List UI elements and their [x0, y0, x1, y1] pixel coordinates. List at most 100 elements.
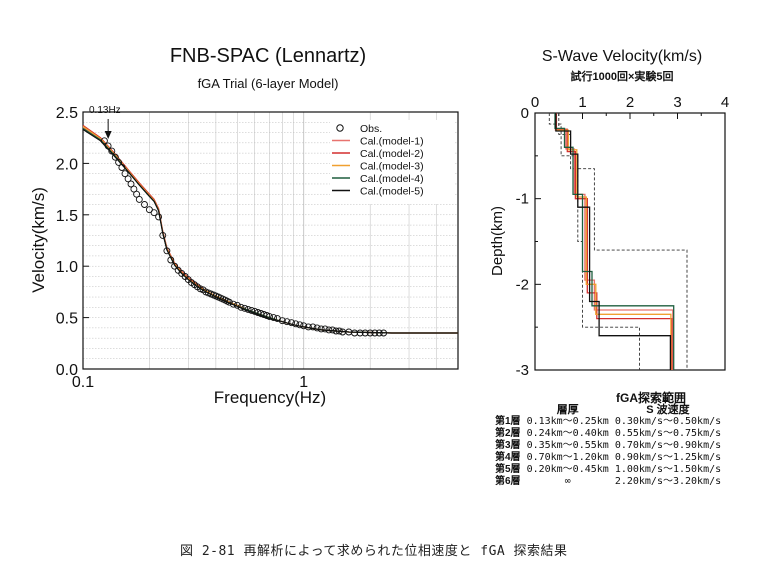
legend-label: Cal.(model-1): [360, 136, 424, 148]
observed-point: [351, 329, 359, 337]
annotation-arrow-head: [104, 131, 112, 139]
velocity-cell: 0.90km/s〜1.25km/s: [614, 452, 722, 463]
annotation-label: 0.13Hz: [89, 105, 121, 116]
observed-point: [317, 325, 325, 333]
layer-cell: 第3層: [495, 440, 521, 451]
observed-point: [300, 322, 308, 330]
velocity-profile: [555, 113, 672, 370]
observed-point: [127, 180, 135, 188]
right-chart-title: S-Wave Velocity(km/s): [542, 48, 702, 65]
search-bound-line: [558, 113, 688, 370]
observed-point: [283, 318, 291, 326]
observed-point: [270, 314, 278, 322]
observed-point: [100, 137, 108, 145]
velocity-column-header: S 波速度: [646, 404, 690, 416]
observed-point: [111, 153, 119, 161]
velocity-profile: [555, 113, 672, 370]
legend-obs-label: Obs.: [360, 123, 382, 135]
legend-obs-marker: [336, 124, 344, 132]
left-y-tick-label: 0.5: [56, 311, 78, 328]
right-ticks: 0 1 2 3 4 0 -1 -2 -3: [516, 94, 730, 379]
right-y-tick-label: 0: [521, 105, 529, 122]
right-chart-subtitle: 試行1000回×実験5回: [570, 69, 673, 83]
observed-point: [371, 329, 379, 337]
observed-point: [141, 201, 148, 208]
observed-point: [225, 298, 233, 306]
left-x-tick-label: 0.1: [72, 374, 94, 391]
observed-point: [233, 301, 241, 309]
velocity-cell: 0.70km/s〜0.90km/s: [614, 440, 722, 451]
layer-cell: 第4層: [495, 452, 521, 463]
search-range-row: 第3層 0.35km〜0.55km 0.70km/s〜0.90km/s: [492, 440, 724, 452]
observed-point: [244, 305, 252, 313]
observed-point: [335, 327, 343, 335]
left-y-tick-label: 2.5: [56, 105, 78, 122]
search-range-row: 第2層 0.24km〜0.40km 0.55km/s〜0.75km/s: [492, 428, 724, 440]
search-range-row: 第4層 0.70km〜1.20km 0.90km/s〜1.25km/s: [492, 452, 724, 464]
thickness-cell: ∞: [564, 476, 571, 487]
thickness-cell: 0.70km〜1.20km: [526, 452, 609, 463]
observed-point: [118, 164, 126, 171]
thickness-cell: 0.24km〜0.40km: [526, 428, 609, 439]
right-x-tick-label: 1: [578, 94, 586, 111]
thickness-cell: 0.13km〜0.25km: [526, 416, 609, 427]
observed-point: [375, 329, 383, 337]
left-ticks: 0.0 0.5 1.0 1.5 2.0 2.5 0.1 1: [56, 105, 309, 391]
layer-cell: 第1層: [495, 416, 521, 427]
search-range-header: 層厚 S 波速度: [492, 404, 724, 416]
observed-point: [124, 175, 132, 183]
observed-point: [278, 317, 286, 325]
thickness-cell: 0.20km〜0.45km: [526, 464, 609, 475]
observed-point: [288, 319, 295, 327]
layer-column-header: [492, 404, 524, 416]
frequency-annotation: 0.13Hz: [89, 105, 121, 139]
velocity-profile-chart: S-Wave Velocity(km/s) 試行1000回×実験5回 0 1 2 3 4…: [489, 48, 729, 379]
observed-point: [167, 256, 175, 264]
observed-point: [254, 309, 262, 316]
right-x-tick-label: 0: [531, 94, 539, 111]
observed-point: [135, 195, 143, 203]
observed-point: [121, 170, 129, 178]
right-y-tick-label: -1: [516, 191, 529, 208]
velocity-profile: [554, 113, 675, 370]
search-range-title: fGA探索範囲: [616, 391, 686, 405]
layer-cell: 第6層: [495, 476, 521, 487]
velocity-profile: [555, 113, 673, 370]
observed-point: [251, 307, 259, 315]
right-y-tick-label: -2: [516, 276, 529, 293]
observed-point: [163, 247, 171, 255]
search-range-row: 第1層 0.13km〜0.25km 0.30km/s〜0.50km/s: [492, 416, 724, 428]
figure-caption: 図 2-81 再解析によって求められた位相速度と fGA 探索結果: [180, 544, 568, 559]
search-range-table: 層厚 S 波速度 第1層 0.13km〜0.25km 0.30km/s〜0.50km…: [492, 404, 724, 488]
search-range-row: 第6層 ∞ 2.20km/s〜3.20km/s: [492, 476, 724, 488]
observed-point: [329, 326, 336, 334]
observed-point: [366, 329, 374, 337]
observed-points: [100, 137, 388, 337]
observed-point: [361, 329, 369, 337]
observed-point: [292, 320, 300, 328]
observed-point: [229, 300, 237, 308]
velocity-cell: 2.20km/s〜3.20km/s: [614, 476, 722, 487]
left-chart-subtitle: fGA Trial (6-layer Model): [198, 76, 339, 91]
thickness-column-header: 層厚: [556, 404, 579, 416]
observed-point: [133, 190, 141, 198]
observed-point: [356, 329, 364, 337]
observed-point: [380, 329, 388, 337]
right-y-axis-label: Depth(km): [489, 206, 506, 276]
right-x-tick-label: 4: [721, 94, 729, 111]
right-y-tick-label: -3: [516, 362, 529, 379]
legend-label: Cal.(model-3): [360, 161, 424, 173]
left-series: [82, 124, 458, 334]
observed-point: [325, 326, 333, 334]
observed-point: [296, 321, 304, 329]
observed-point: [248, 306, 255, 314]
observed-point: [266, 313, 273, 321]
legend-label: Cal.(model-2): [360, 148, 424, 160]
dispersion-chart: FNB-SPAC (Lennartz) fGA Trial (6-layer M…: [29, 45, 459, 407]
legend: Obs.Cal.(model-1)Cal.(model-2)Cal.(model…: [330, 120, 454, 204]
left-y-tick-label: 0.0: [56, 362, 78, 379]
observed-point: [104, 142, 112, 150]
left-x-axis-label: Frequency(Hz): [214, 388, 326, 407]
right-x-tick-label: 2: [626, 94, 634, 111]
